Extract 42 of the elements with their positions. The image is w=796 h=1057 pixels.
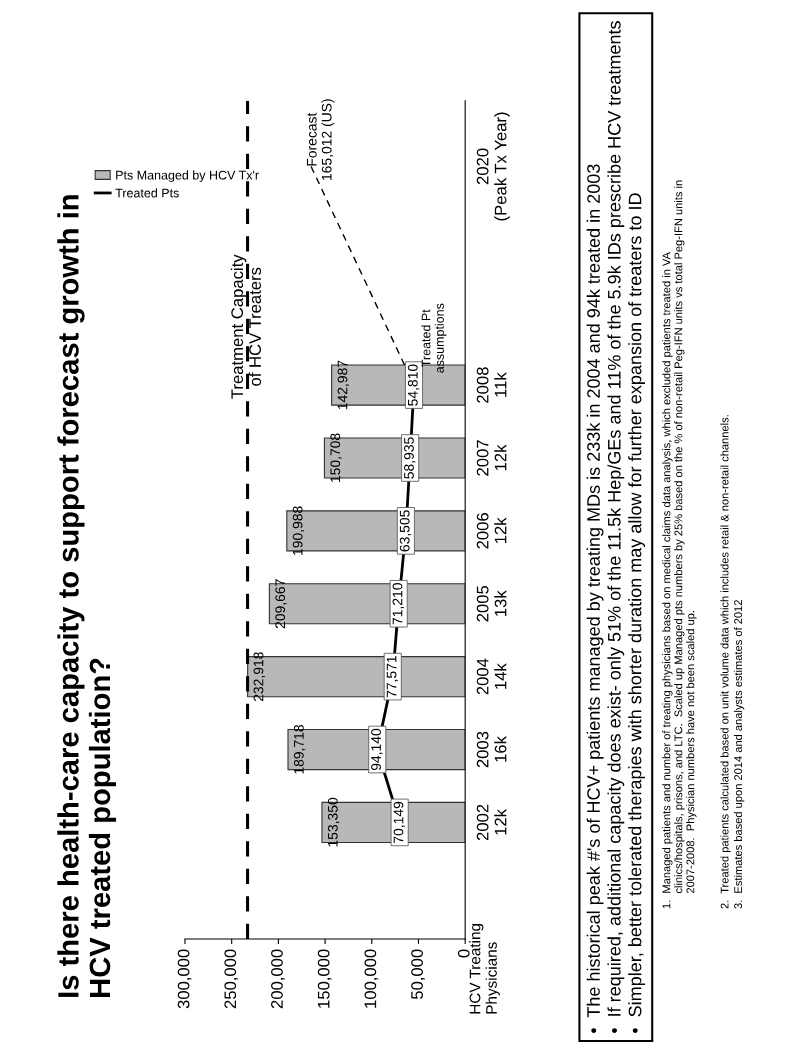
- x-tick-label: 300,000: [177, 949, 192, 1009]
- y-tick-label: 2003 16k: [476, 731, 507, 768]
- text: 2. Treated patients calculated based on unit volume data which includes retail & non-retail channels.: [720, 415, 731, 909]
- text: 3. Estimates based upon 2014 and analysts estimates of 2012: [733, 600, 745, 909]
- y-tick-label: 2020 (Peak Tx Year): [476, 112, 510, 221]
- data-label: 209,667: [275, 579, 287, 629]
- text: Is there health-care capacity to support forecast growth in HCV treated population?: [57, 195, 117, 997]
- data-label: 58,935: [404, 437, 416, 479]
- text: HCV Treating Physicians: [469, 924, 500, 1014]
- x-tick-label: 50,000: [411, 949, 425, 1000]
- data-label: 77,571: [386, 656, 399, 698]
- y-tick-label: 2008 11k: [476, 367, 507, 403]
- data-label: 71,210: [392, 583, 405, 625]
- ref-line-label: Treatment Capacity of HCV Treaters: [230, 254, 262, 399]
- data-label: 70,149: [393, 801, 406, 843]
- x-tick-label: 200,000: [271, 949, 285, 1009]
- data-label: 142,987: [337, 360, 350, 410]
- legend-label: Treated Pts: [115, 188, 179, 198]
- data-label: 190,988: [292, 506, 305, 555]
- annotation: Treated Pt assumptions: [421, 303, 447, 373]
- data-label: 94,140: [371, 728, 383, 771]
- text: 1. Managed patients and number of treating physicians based on medical claims data analysis, which excluded patients treated in VA clinics/hospitals, prisons, and LTC. Scaled up Managed pts numbers by 25% based on the % of non-retail Peg-IFN units vs total Peg-IFN units in 2007-2008. Physician numbers have not been scaled up.: [662, 180, 697, 909]
- x-tick-label: 100,000: [364, 949, 379, 1008]
- legend-label: Pts Managed by HCV Tx'r: [116, 170, 259, 183]
- text: • The historical peak #'s of HCV+ patients managed by treating MDs is 233k in 2004 and 94k treated in 2003: [586, 164, 604, 1034]
- annotation: Forecast 165,012 (US): [306, 99, 335, 180]
- text: • Simpler, better tolerated therapies with shorter duration may allow for further expansion of treaters to ID: [628, 193, 645, 1034]
- x-tick-label: 150,000: [317, 949, 332, 1008]
- data-label: 54,810: [407, 364, 420, 406]
- y-tick-label: 2005 13k: [476, 585, 507, 622]
- data-label: 153,350: [327, 797, 340, 847]
- data-label: 232,918: [253, 652, 266, 702]
- x-tick-label: 0: [457, 949, 470, 958]
- data-label: 189,718: [293, 725, 306, 774]
- data-label: 63,505: [399, 510, 412, 552]
- y-tick-label: 2006 12k: [476, 513, 507, 549]
- text: • If required, additional capacity does exist- only 51% of the 11.5k Hep/GEs and 11% of the 5.9k IDs prescribe HCV treatments: [607, 21, 625, 1034]
- y-tick-label: 2002 12k: [476, 804, 507, 841]
- y-tick-label: 2007 12k: [476, 440, 507, 476]
- x-tick-label: 250,000: [224, 949, 239, 1009]
- data-label: 150,708: [330, 433, 342, 483]
- y-tick-label: 2004 14k: [476, 658, 507, 695]
